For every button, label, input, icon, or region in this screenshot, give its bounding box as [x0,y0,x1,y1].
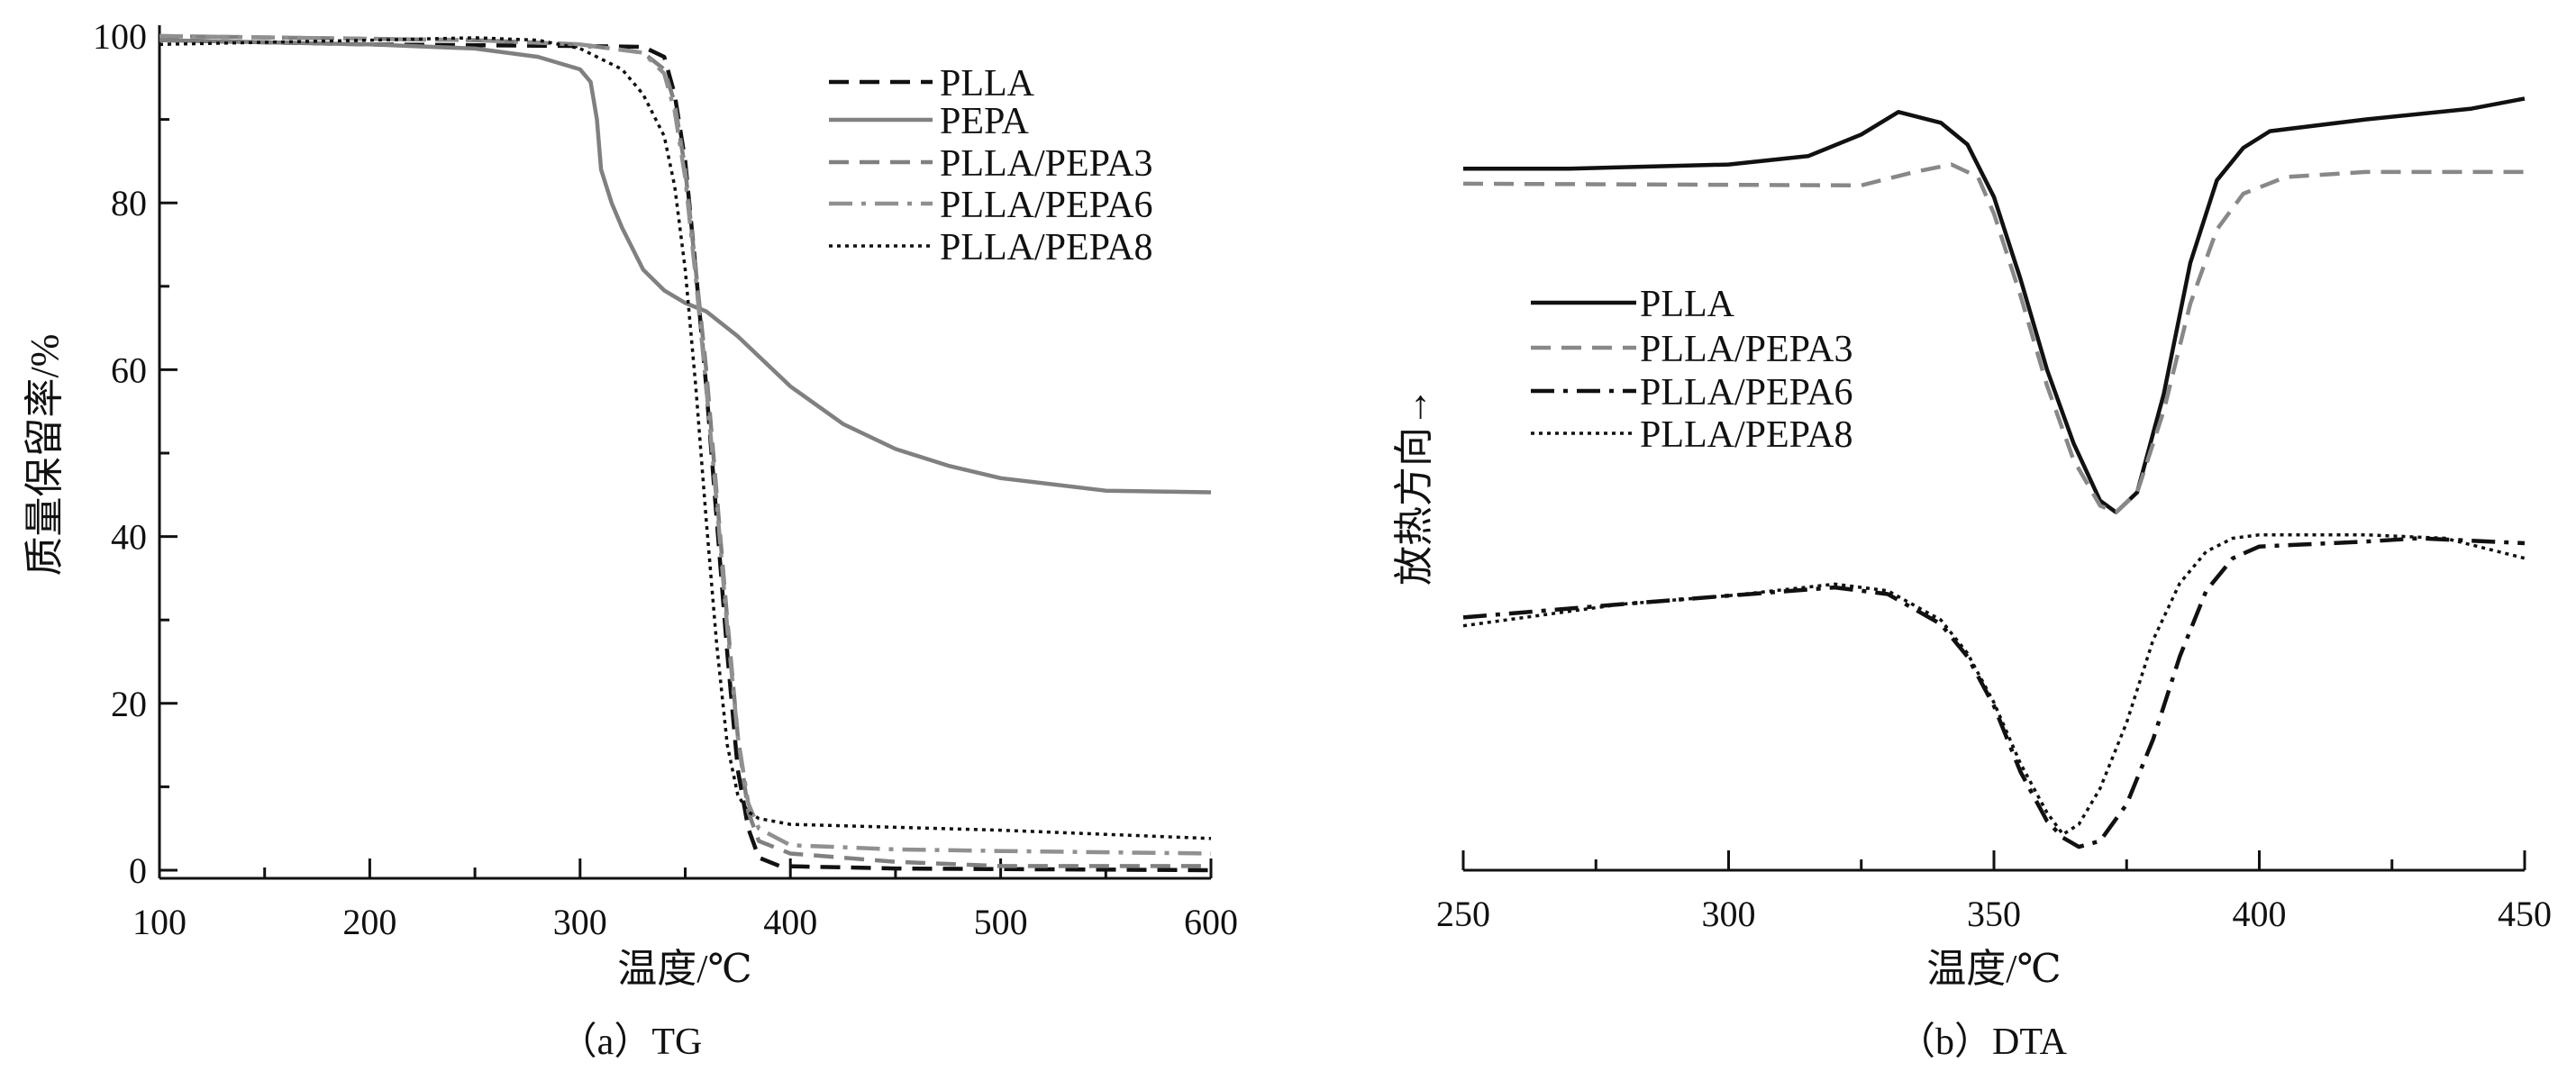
legend-label: PLLA/PEPA6 [940,185,1153,226]
x-tick-label: 600 [1184,902,1238,942]
x-tick-label: 200 [342,902,396,942]
y-tick-label: 40 [111,517,147,558]
legend-label: PLLA/PEPA6 [1640,372,1853,413]
x-tick-label: 250 [1436,894,1490,934]
figure-caption: （a）TG [560,1022,703,1063]
y-axis-label: 放热方向→ [1392,387,1436,586]
x-tick-label: 450 [2498,894,2552,934]
x-tick-label: 300 [553,902,607,942]
legend-label: PLLA/PEPA3 [1640,329,1853,370]
series-line-plla-pepa3 [1462,162,2525,514]
series-line-plla-pepa6 [1462,536,2526,849]
x-axis-label: 温度/℃ [617,947,751,991]
x-tick-label: 100 [132,902,187,942]
y-axis-label: 质量保留率/% [23,334,67,577]
y-tick-label: 20 [111,684,147,724]
series-line-plla-pepa8 [1462,532,2526,836]
legend-label: PLLA [940,63,1035,104]
legend-label: PLLA [1640,284,1735,325]
x-tick-label: 500 [974,902,1028,942]
y-tick-label: 0 [129,850,147,891]
x-tick-label: 300 [1702,894,1756,934]
y-tick-label: 80 [111,183,147,223]
y-tick-label: 60 [111,350,147,390]
x-tick-label: 350 [1967,894,2021,934]
series-line-pepa [159,38,1212,495]
x-tick-label: 400 [763,902,817,942]
legend-label: PLLA/PEPA3 [940,143,1153,185]
figure-caption: （b）DTA [1898,1022,2068,1063]
legend-label: PLLA/PEPA8 [940,227,1153,268]
x-tick-label: 400 [2233,894,2287,934]
legend-label: PEPA [940,101,1030,142]
series-line-plla-pepa8 [159,36,1212,840]
series-line-plla-pepa6 [159,33,1212,856]
tg-chart: 100 200 300 400 500 600020406080100PLLAPEPAPL… [23,16,1238,1063]
legend-label: PLLA/PEPA8 [1640,414,1853,456]
x-axis-label: 温度/℃ [1926,947,2061,991]
series-line-plla [1463,96,2526,514]
dta-chart: 250 300 350 400 450 PLLAPLLA/PEPA3PLLA/PEPA6P… [1392,96,2552,1063]
y-tick-label: 100 [93,16,147,57]
